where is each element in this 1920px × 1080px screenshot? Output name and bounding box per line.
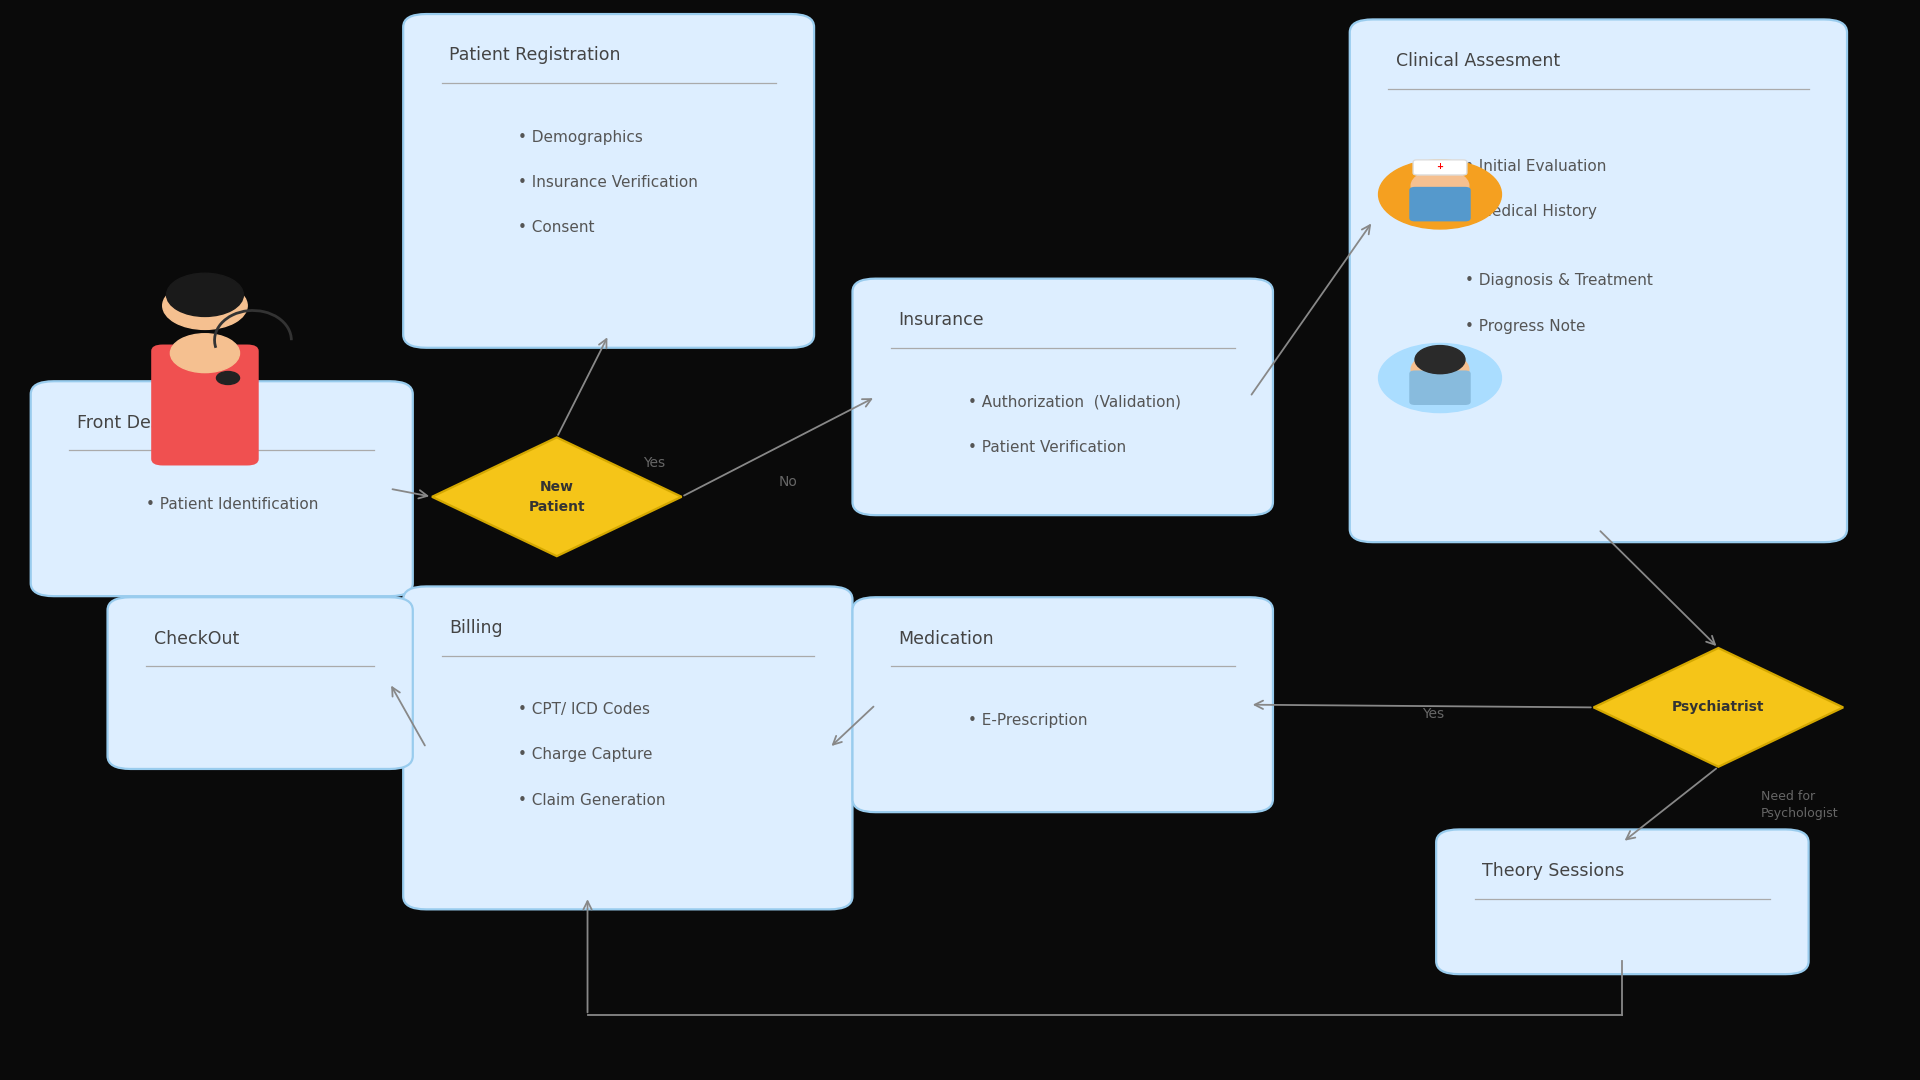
FancyBboxPatch shape [1350, 19, 1847, 542]
Text: +: + [1436, 162, 1444, 171]
Text: • Insurance Verification: • Insurance Verification [518, 175, 699, 190]
Polygon shape [432, 437, 682, 556]
Text: Medication: Medication [899, 630, 995, 648]
Polygon shape [1594, 648, 1843, 767]
Text: • Claim Generation: • Claim Generation [518, 793, 666, 808]
Circle shape [1411, 170, 1469, 202]
Text: Insurance: Insurance [899, 311, 985, 329]
Text: Theory Sessions: Theory Sessions [1482, 862, 1624, 880]
Circle shape [1415, 346, 1465, 374]
Text: • Progress Note: • Progress Note [1465, 319, 1586, 334]
Text: No: No [780, 475, 797, 489]
Text: • Demographics: • Demographics [518, 130, 643, 145]
FancyBboxPatch shape [852, 597, 1273, 812]
FancyBboxPatch shape [1409, 187, 1471, 221]
Text: • Diagnosis & Treatment: • Diagnosis & Treatment [1465, 273, 1653, 288]
Text: • Consent: • Consent [518, 220, 595, 235]
FancyBboxPatch shape [108, 597, 413, 769]
Text: New
Patient: New Patient [528, 480, 586, 514]
FancyBboxPatch shape [403, 586, 852, 909]
Text: Psychiatrist: Psychiatrist [1672, 701, 1764, 714]
Text: • CPT/ ICD Codes: • CPT/ ICD Codes [518, 702, 651, 717]
Text: Patient Registration: Patient Registration [449, 46, 620, 65]
Circle shape [163, 282, 248, 329]
Text: • Medical History: • Medical History [1465, 204, 1597, 219]
FancyBboxPatch shape [852, 279, 1273, 515]
Text: Yes: Yes [643, 456, 666, 470]
FancyBboxPatch shape [1409, 370, 1471, 405]
Circle shape [167, 273, 244, 316]
Circle shape [171, 334, 240, 373]
Text: • E-Prescription: • E-Prescription [968, 713, 1087, 728]
Text: • Patient Verification: • Patient Verification [968, 440, 1125, 455]
Circle shape [1411, 353, 1469, 386]
Circle shape [217, 372, 240, 384]
Circle shape [1379, 160, 1501, 229]
Text: • Initial Evaluation: • Initial Evaluation [1465, 159, 1607, 174]
Text: • Authorization  (Validation): • Authorization (Validation) [968, 394, 1181, 409]
Text: Billing: Billing [449, 619, 503, 637]
FancyBboxPatch shape [152, 345, 259, 465]
Text: Need for
Psychologist: Need for Psychologist [1761, 789, 1837, 820]
Text: Yes: Yes [1421, 707, 1444, 721]
Text: Clinical Assesment: Clinical Assesment [1396, 52, 1559, 70]
FancyBboxPatch shape [403, 14, 814, 348]
Text: CheckOut: CheckOut [154, 630, 238, 648]
FancyBboxPatch shape [1436, 829, 1809, 974]
FancyBboxPatch shape [1413, 160, 1467, 175]
Circle shape [1379, 343, 1501, 413]
Text: • Patient Identification: • Patient Identification [146, 497, 319, 512]
Text: • Charge Capture: • Charge Capture [518, 747, 653, 762]
Text: Front Desk: Front Desk [77, 414, 171, 432]
FancyBboxPatch shape [31, 381, 413, 596]
